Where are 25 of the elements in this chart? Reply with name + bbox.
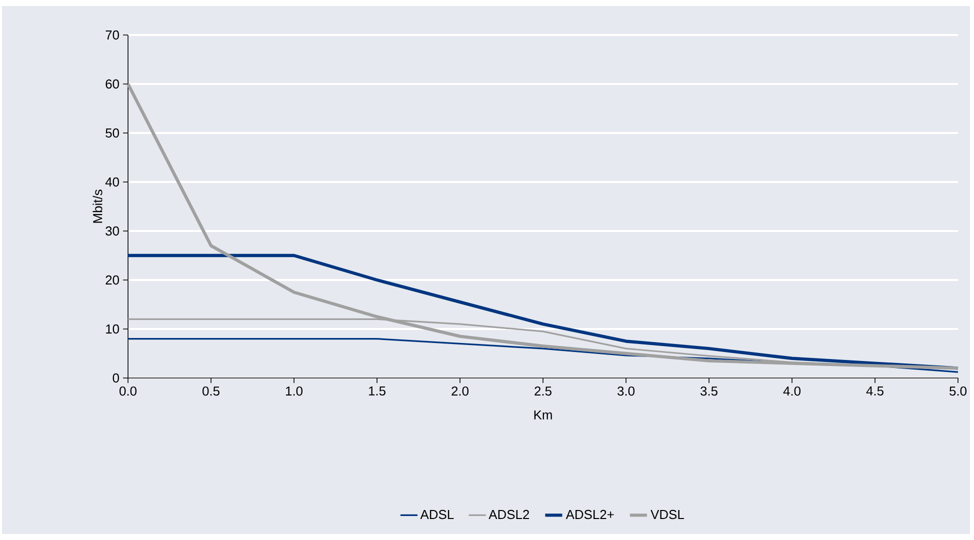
legend-label: ADSL2 <box>488 510 529 520</box>
y-tick-label: 10 <box>106 324 120 334</box>
x-tick-label: 1.5 <box>368 386 386 396</box>
x-tick-label: 2.5 <box>534 386 552 396</box>
x-tick-label: 1.0 <box>286 386 303 396</box>
x-tick-label: 2.0 <box>452 386 469 396</box>
legend-label: ADSL2+ <box>566 510 614 520</box>
y-tick-label: 20 <box>106 275 120 285</box>
x-tick-label: 3.5 <box>700 386 718 396</box>
y-tick-label: 70 <box>106 30 120 40</box>
x-tick-label: 4.0 <box>783 386 801 396</box>
y-tick-label: 40 <box>105 177 120 187</box>
x-tick-label: 3.0 <box>618 386 635 396</box>
y-tick-label: 30 <box>106 226 120 236</box>
x-tick-label: 0.5 <box>202 386 220 396</box>
y-axis-title: Mbit/s <box>92 190 102 223</box>
legend-label: VDSL <box>650 510 684 520</box>
x-tick-label: 0.0 <box>120 386 137 396</box>
y-tick-label: 60 <box>106 79 120 89</box>
x-tick-label: 5.0 <box>950 386 967 396</box>
y-tick-label: 50 <box>106 128 120 138</box>
x-axis-title: Km <box>534 410 552 420</box>
x-tick-label: 4.5 <box>866 386 884 396</box>
legend-label: ADSL <box>420 510 454 520</box>
y-tick-label: 0 <box>112 373 120 383</box>
